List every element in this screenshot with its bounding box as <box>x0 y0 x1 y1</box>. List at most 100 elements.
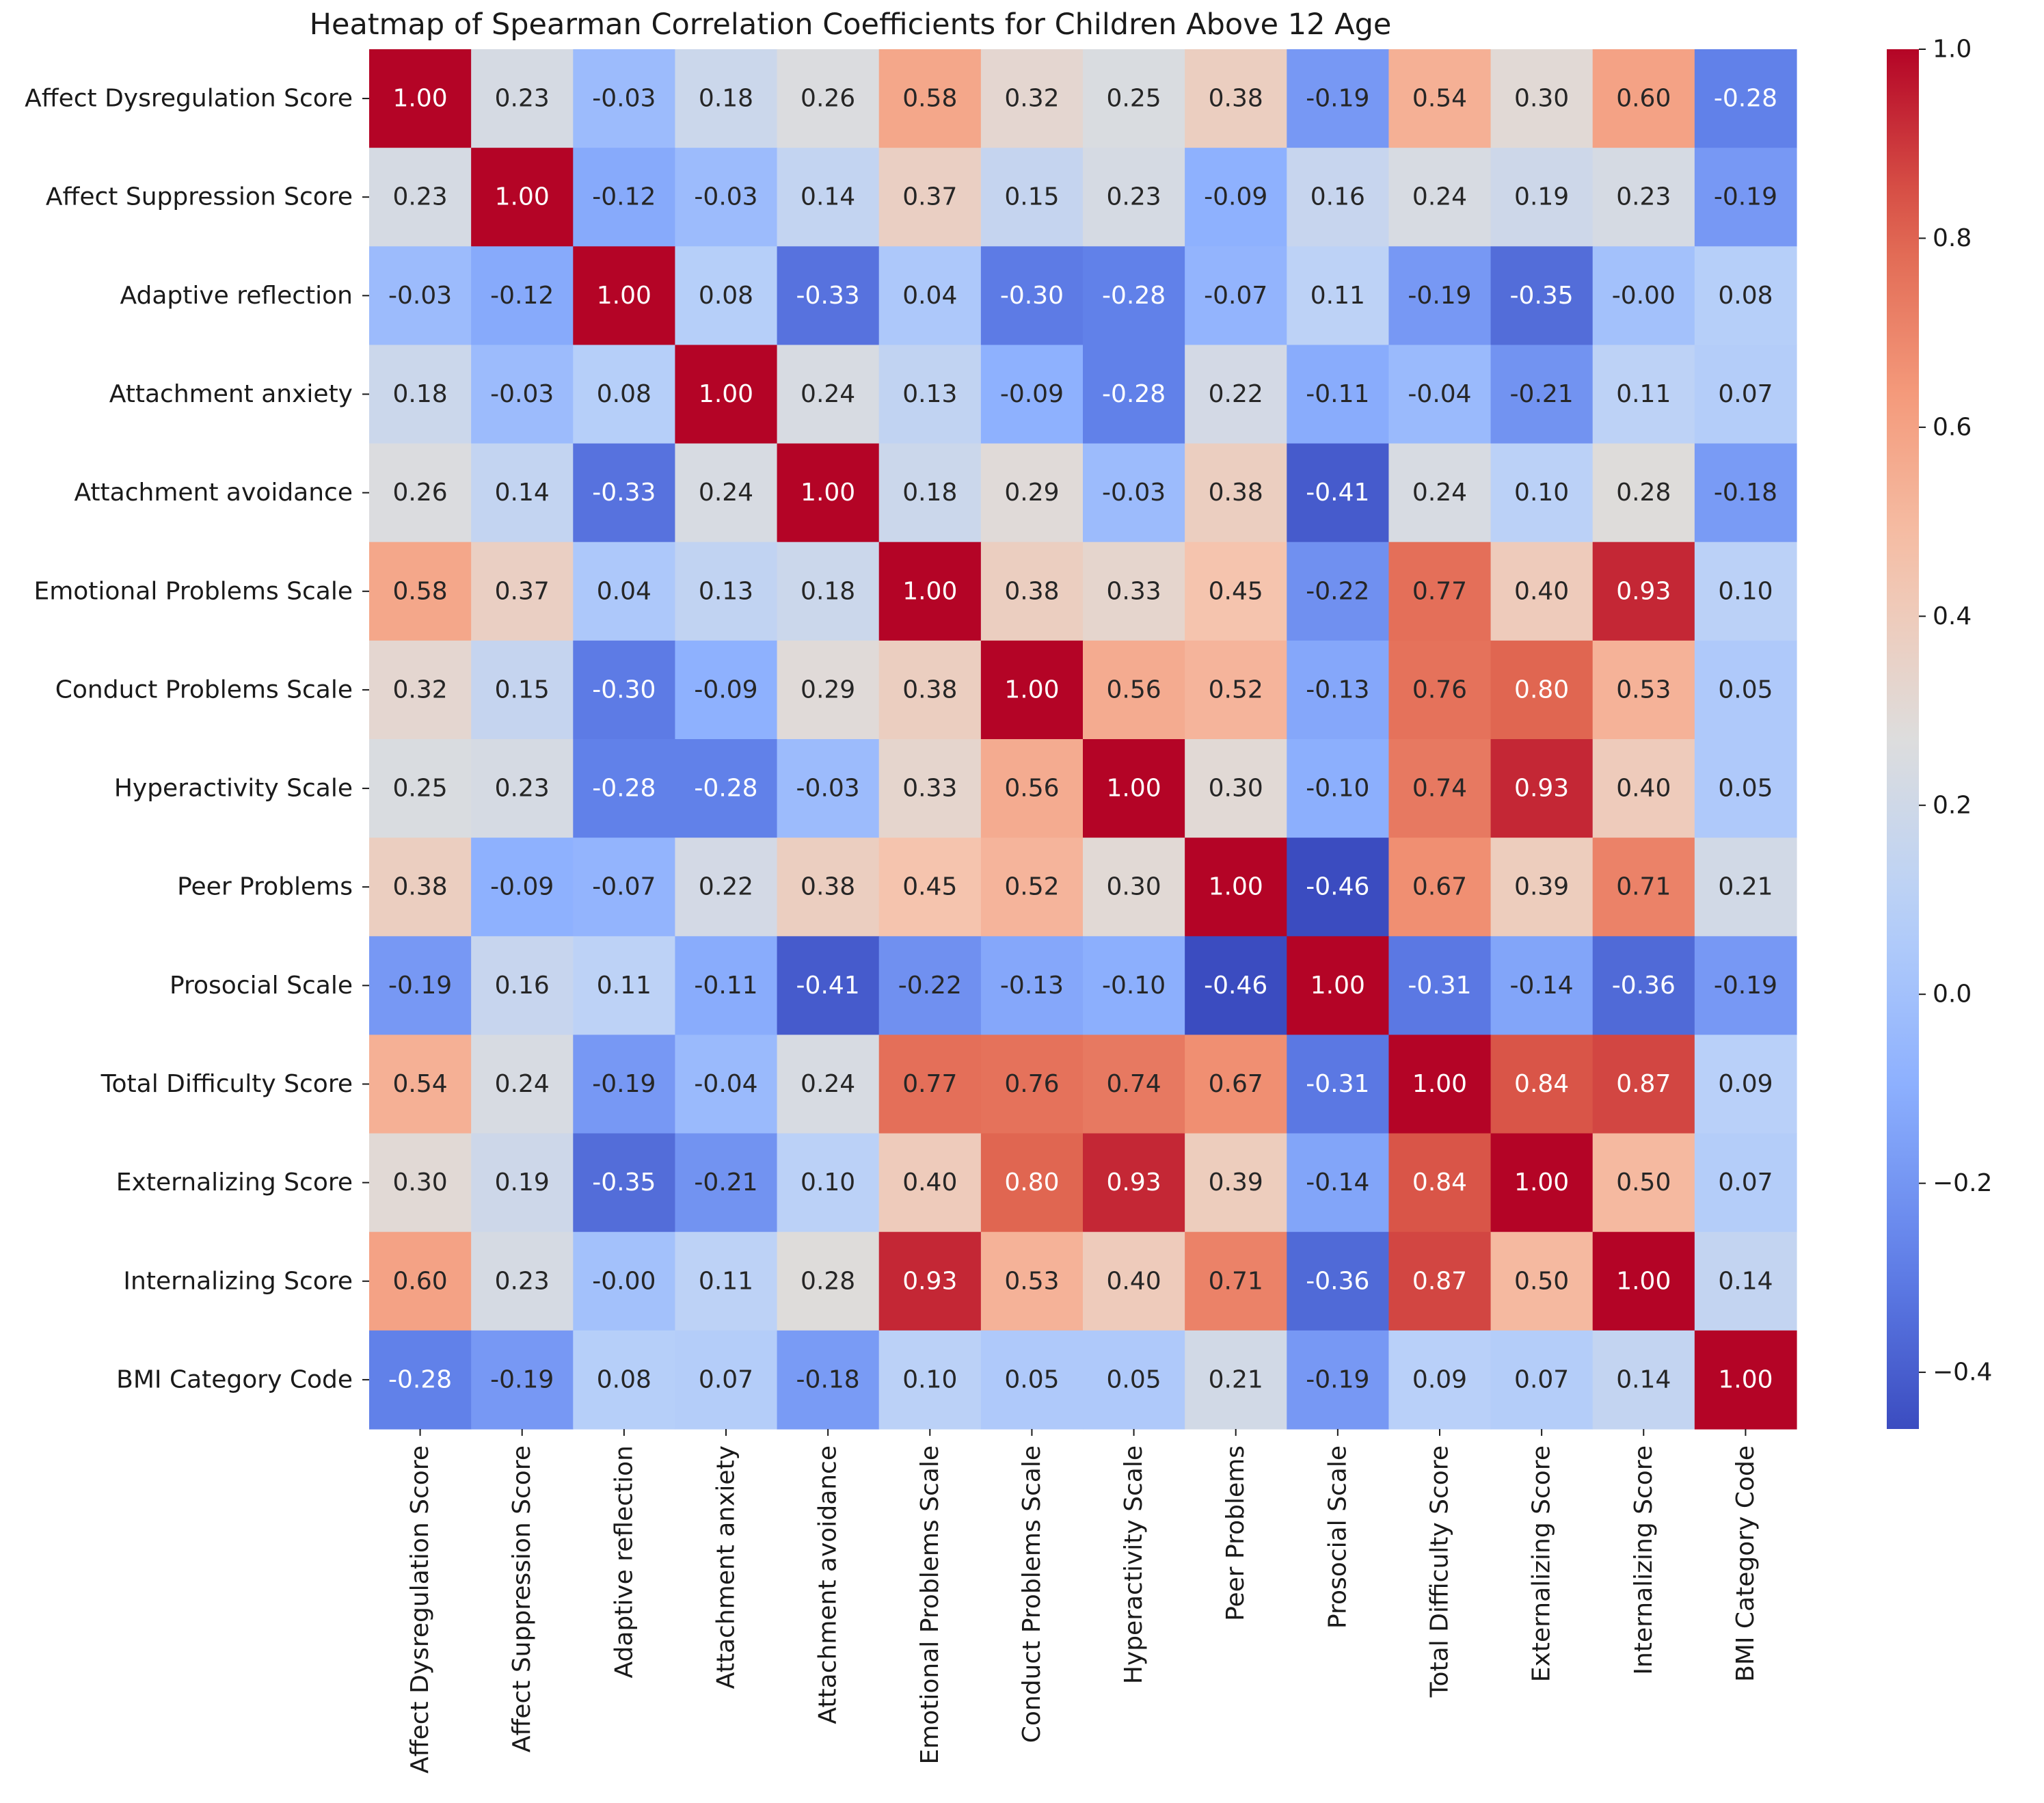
cell-value-r9-c12: -0.36 <box>1612 972 1676 1000</box>
heatmap-cell-r9-c7 <box>1083 936 1185 1036</box>
heatmap-cell-r5-c4 <box>777 542 880 641</box>
heatmap-cell-r1-c3 <box>675 148 778 247</box>
heatmap-cell-r6-c5 <box>878 640 982 740</box>
cell-value-r8-c0: 0.38 <box>392 873 447 901</box>
heatmap-cell-r1-c5 <box>878 148 982 247</box>
heatmap-cell-r0-c12 <box>1592 49 1695 148</box>
colorbar-tick-label-5: 0.0 <box>1933 980 1972 1009</box>
heatmap-cell-r13-c4 <box>777 1330 880 1430</box>
cell-value-r9-c10: -0.31 <box>1408 972 1471 1000</box>
y-tick-label-emotional-problems-scale: Emotional Problems Scale <box>33 577 353 605</box>
colorbar-tick-label-2: 0.6 <box>1933 413 1972 441</box>
heatmap-cell-r10-c7 <box>1083 1034 1185 1134</box>
cell-value-r10-c10: 1.00 <box>1412 1070 1467 1098</box>
heatmap-cell-r6-c13 <box>1694 640 1797 740</box>
cell-value-r2-c11: -0.35 <box>1510 282 1574 310</box>
cell-value-r9-c1: 0.16 <box>495 972 550 1000</box>
cell-value-r4-c3: 0.24 <box>699 479 753 507</box>
heatmap-cell-r13-c9 <box>1287 1330 1390 1430</box>
heatmap-cell-r3-c8 <box>1185 345 1287 444</box>
heatmap-cell-r5-c10 <box>1388 542 1492 641</box>
heatmap-cell-r11-c13 <box>1694 1133 1797 1233</box>
cell-value-r0-c13: -0.28 <box>1714 85 1777 113</box>
cell-value-r10-c11: 0.84 <box>1514 1070 1569 1098</box>
y-tick-label-peer-problems: Peer Problems <box>177 873 353 901</box>
heatmap-cell-r4-c8 <box>1185 443 1287 543</box>
heatmap-cell-r0-c1 <box>471 49 574 148</box>
cell-value-r11-c11: 1.00 <box>1514 1168 1569 1197</box>
heatmap-cell-r13-c13 <box>1694 1330 1797 1430</box>
heatmap-cell-r2-c1 <box>471 246 574 346</box>
cell-value-r6-c0: 0.32 <box>392 676 447 704</box>
heatmap-cell-r4-c4 <box>777 443 880 543</box>
heatmap-cell-r0-c8 <box>1185 49 1287 148</box>
cell-value-r3-c8: 0.22 <box>1209 380 1263 408</box>
heatmap-cell-r5-c11 <box>1490 542 1593 641</box>
heatmap-cell-r9-c0 <box>369 936 472 1036</box>
cell-value-r1-c6: 0.15 <box>1004 183 1059 211</box>
cell-value-r6-c1: 0.15 <box>495 676 550 704</box>
cell-value-r1-c3: -0.03 <box>694 183 757 211</box>
cell-value-r5-c0: 0.58 <box>392 577 447 605</box>
heatmap-cell-r12-c1 <box>471 1231 574 1331</box>
cell-value-r5-c9: -0.22 <box>1306 577 1369 605</box>
cell-value-r9-c0: -0.19 <box>388 972 452 1000</box>
heatmap-cell-r2-c11 <box>1490 246 1593 346</box>
heatmap-cell-r13-c7 <box>1083 1330 1185 1430</box>
heatmap-cell-r1-c8 <box>1185 148 1287 247</box>
heatmap-cell-r13-c2 <box>573 1330 676 1430</box>
y-tick-label-total-difficulty-score: Total Difficulty Score <box>100 1070 353 1098</box>
heatmap-cell-r9-c5 <box>878 936 982 1036</box>
cell-value-r2-c7: -0.28 <box>1102 282 1166 310</box>
cell-value-r1-c8: -0.09 <box>1204 183 1267 211</box>
heatmap-cell-r2-c9 <box>1287 246 1390 346</box>
cell-value-r6-c3: -0.09 <box>694 676 757 704</box>
cell-value-r9-c11: -0.14 <box>1510 972 1574 1000</box>
heatmap-cell-r10-c0 <box>369 1034 472 1134</box>
heatmap-cell-r4-c1 <box>471 443 574 543</box>
heatmap-cell-r5-c2 <box>573 542 676 641</box>
cell-value-r1-c0: 0.23 <box>392 183 447 211</box>
cell-value-r5-c6: 0.38 <box>1004 577 1059 605</box>
cell-value-r5-c1: 0.37 <box>495 577 550 605</box>
heatmap-cell-r10-c1 <box>471 1034 574 1134</box>
heatmap-cell-r11-c2 <box>573 1133 676 1233</box>
heatmap-cell-r3-c0 <box>369 345 472 444</box>
heatmap-cell-r13-c10 <box>1388 1330 1492 1430</box>
cell-value-r0-c1: 0.23 <box>495 85 550 113</box>
heatmap-cell-r12-c5 <box>878 1231 982 1331</box>
x-tick-label-emotional-problems-scale: Emotional Problems Scale <box>916 1445 944 1765</box>
heatmap-cell-r3-c11 <box>1490 345 1593 444</box>
y-tick-label-attachment-anxiety: Attachment anxiety <box>109 380 353 408</box>
cell-value-r10-c8: 0.67 <box>1209 1070 1263 1098</box>
cell-value-r12-c2: -0.00 <box>592 1267 656 1295</box>
heatmap-cell-r11-c8 <box>1185 1133 1287 1233</box>
heatmap-cell-r2-c7 <box>1083 246 1185 346</box>
cell-value-r8-c3: 0.22 <box>699 873 753 901</box>
heatmap-cell-r9-c2 <box>573 936 676 1036</box>
cell-value-r11-c2: -0.35 <box>592 1168 656 1197</box>
cell-value-r8-c8: 1.00 <box>1209 873 1263 901</box>
cell-value-r1-c1: 1.00 <box>495 183 550 211</box>
heatmap-cell-r3-c12 <box>1592 345 1695 444</box>
cell-value-r13-c4: -0.18 <box>796 1365 860 1393</box>
cell-value-r10-c2: -0.19 <box>592 1070 656 1098</box>
heatmap-cell-r0-c0 <box>369 49 472 148</box>
cell-value-r12-c1: 0.23 <box>495 1267 550 1295</box>
heatmap-cell-r7-c12 <box>1592 739 1695 838</box>
cell-value-r9-c7: -0.10 <box>1102 972 1166 1000</box>
heatmap-cell-r5-c12 <box>1592 542 1695 641</box>
heatmap-cell-r12-c0 <box>369 1231 472 1331</box>
heatmap-cell-r10-c2 <box>573 1034 676 1134</box>
cell-value-r4-c1: 0.14 <box>495 479 550 507</box>
heatmap-cell-r7-c8 <box>1185 739 1287 838</box>
cell-value-r6-c2: -0.30 <box>592 676 656 704</box>
y-tick-label-conduct-problems-scale: Conduct Problems Scale <box>55 676 353 704</box>
x-tick-label-total-difficulty-score: Total Difficulty Score <box>1426 1445 1454 1698</box>
cell-value-r7-c2: -0.28 <box>592 775 656 803</box>
heatmap-cell-r2-c4 <box>777 246 880 346</box>
heatmap-cell-r2-c10 <box>1388 246 1492 346</box>
cell-value-r4-c5: 0.18 <box>902 479 957 507</box>
cell-value-r7-c0: 0.25 <box>392 775 447 803</box>
